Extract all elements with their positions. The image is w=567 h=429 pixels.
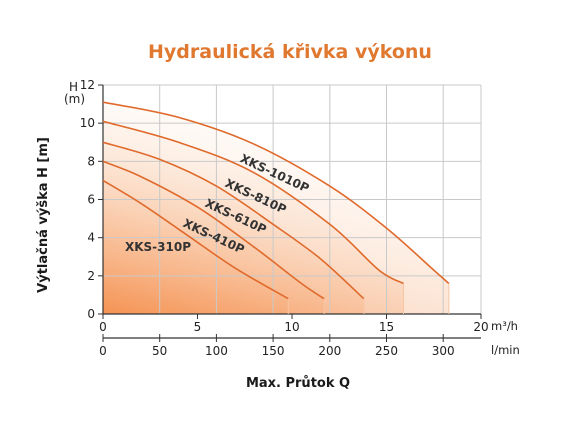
x-secondary-tick-label: 300 — [432, 344, 455, 358]
fill-area — [103, 180, 289, 314]
x-secondary-tick-label: 100 — [205, 344, 228, 358]
x-secondary-tick-label: 50 — [152, 344, 167, 358]
x-tick-label: 20 — [473, 320, 488, 334]
chart-title: Hydraulická křivka výkonu — [148, 41, 432, 63]
y-tick-label: 12 — [80, 78, 95, 92]
y-tick-label: 10 — [80, 116, 95, 130]
x-secondary-tick-label: 200 — [318, 344, 341, 358]
y-tick-label: 8 — [87, 154, 95, 168]
x-axis-title: Max. Průtok Q — [246, 376, 350, 391]
series-layer — [102, 101, 450, 314]
y-tick-label: 6 — [87, 193, 95, 207]
series-line — [102, 101, 450, 285]
series-line — [102, 160, 325, 300]
series-line — [102, 141, 365, 300]
y-axis-top-label: H — [69, 80, 78, 94]
x-unit-secondary: l/min — [491, 343, 520, 357]
x-tick-label: 10 — [284, 320, 299, 334]
y-tick-label: 2 — [87, 269, 95, 283]
x-secondary-tick-label: 250 — [375, 344, 398, 358]
series-label: XKS-310P — [125, 240, 191, 254]
x-tick-label: 15 — [379, 320, 394, 334]
x-secondary-tick-label: 0 — [99, 344, 107, 358]
y-tick-label: 0 — [87, 307, 95, 321]
y-axis-unit-label: (m) — [64, 92, 85, 106]
x-secondary-tick-label: 150 — [262, 344, 285, 358]
series-line — [102, 179, 289, 300]
y-tick-label: 4 — [87, 231, 95, 245]
x-tick-label: 0 — [99, 320, 107, 334]
x-unit-primary: m³/h — [491, 319, 518, 333]
x-tick-label: 5 — [194, 320, 202, 334]
y-axis-title: Výtlačná výška H [m] — [36, 137, 51, 293]
series-line — [102, 120, 404, 285]
